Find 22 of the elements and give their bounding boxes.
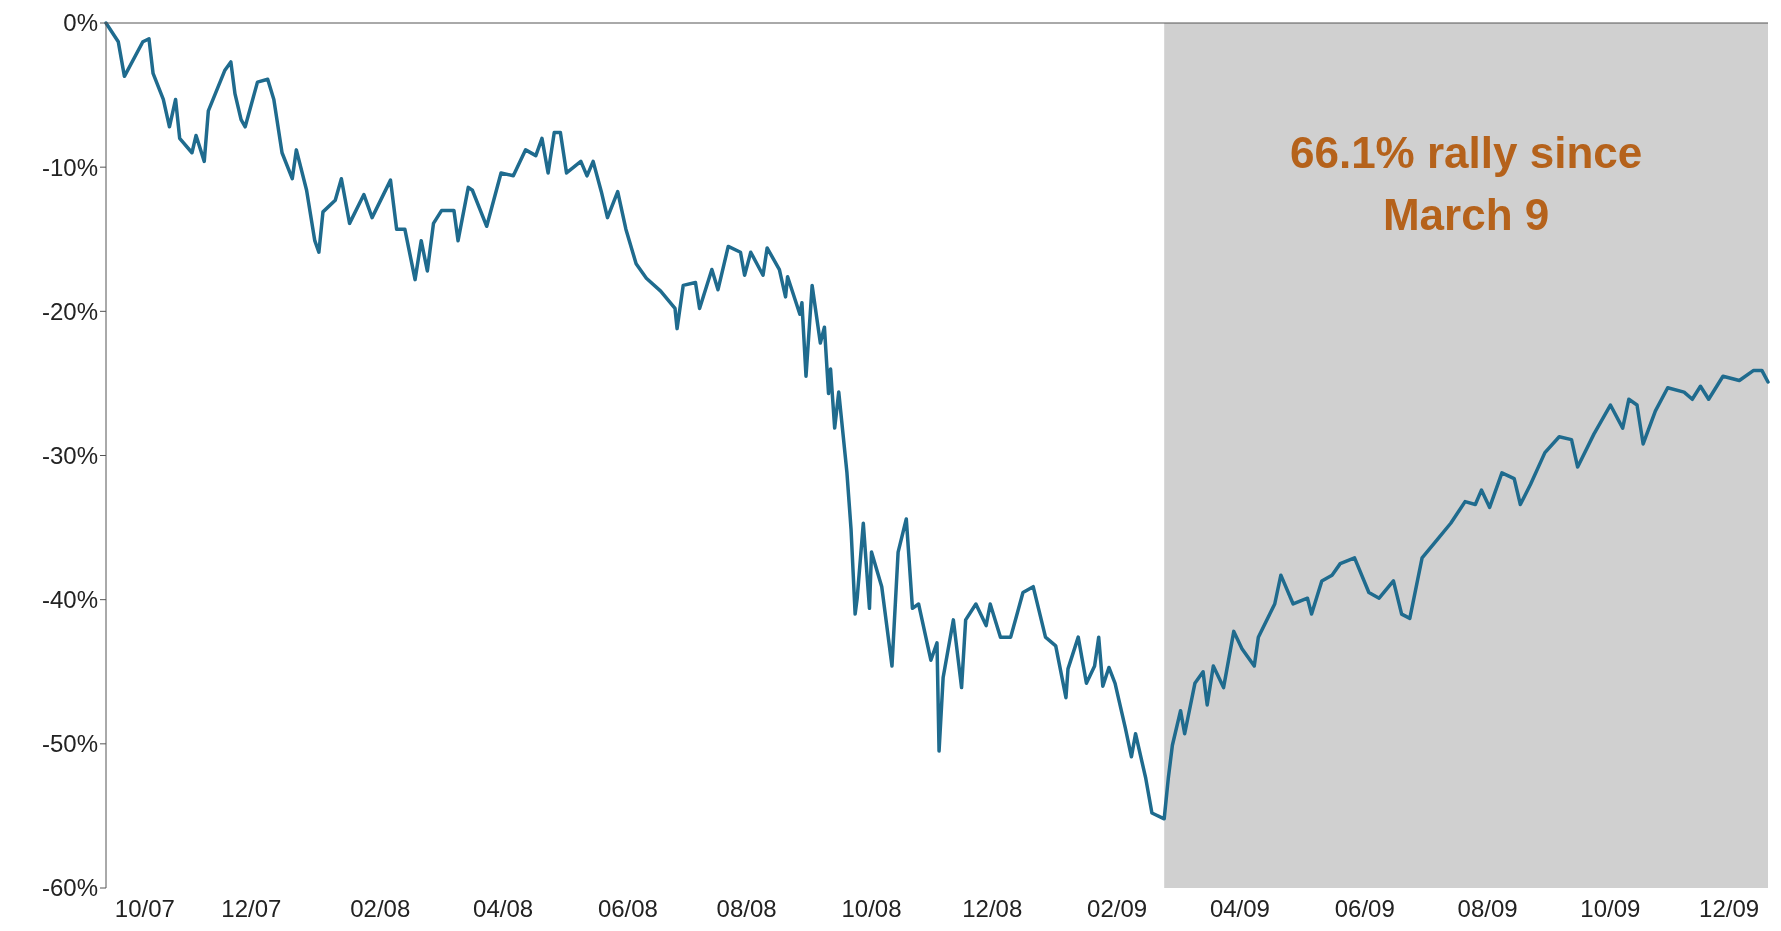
x-tick-label: 10/07: [114, 895, 175, 922]
y-tick-label: -60%: [41, 874, 98, 902]
x-tick-label: 06/08: [597, 895, 658, 922]
x-tick-label: 12/08: [962, 895, 1023, 922]
x-tick-label: 04/08: [473, 895, 534, 922]
x-tick-label: 04/09: [1209, 895, 1270, 922]
x-tick-label: 08/09: [1457, 895, 1518, 922]
y-tick-label: -40%: [41, 586, 98, 614]
y-tick-label: -50%: [41, 730, 98, 758]
x-tick-label: 08/08: [716, 895, 777, 922]
y-tick-label: -30%: [41, 441, 98, 469]
x-tick-label: 02/08: [350, 895, 411, 922]
y-tick-label: -20%: [41, 297, 98, 325]
x-tick-label: 12/07: [221, 895, 282, 922]
x-tick-label: 06/09: [1334, 895, 1395, 922]
x-tick-label: 10/09: [1580, 895, 1641, 922]
x-tick-label: 12/09: [1699, 895, 1760, 922]
x-tick-label: 02/09: [1087, 895, 1148, 922]
x-tick-label: 10/08: [841, 895, 902, 922]
band-label: 66.1% rally since March 9: [1289, 128, 1643, 239]
y-tick-label: 0%: [63, 9, 98, 37]
y-tick-label: -10%: [41, 153, 98, 181]
